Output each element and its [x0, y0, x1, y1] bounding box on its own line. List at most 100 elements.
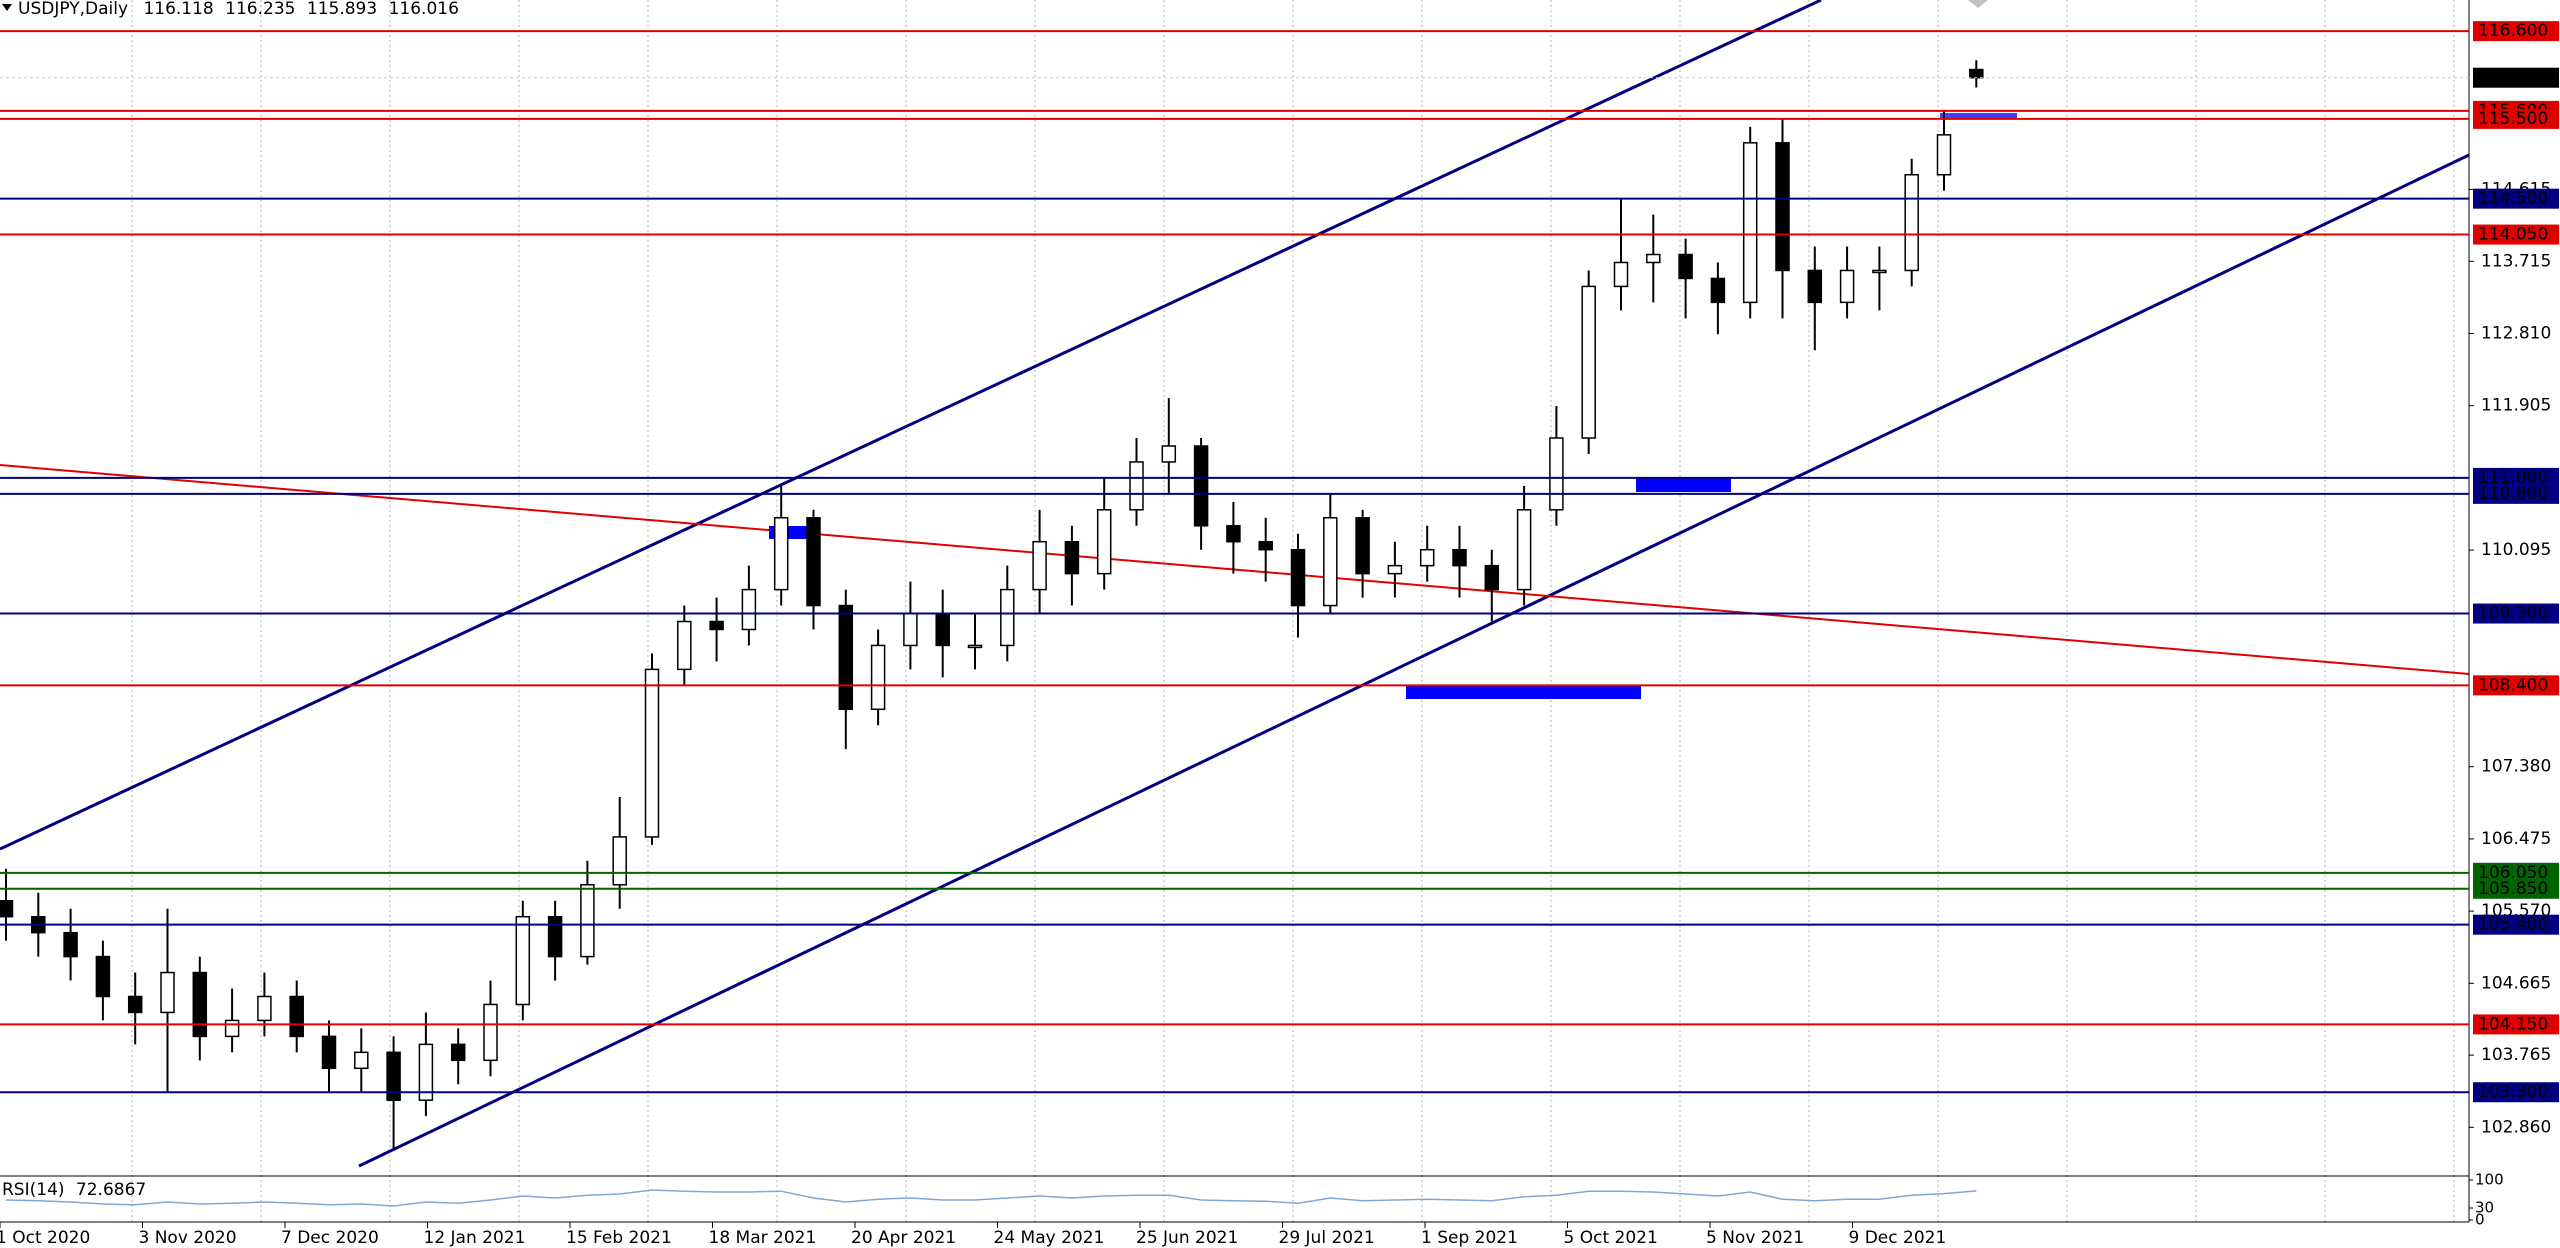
candle-body [1452, 548, 1467, 567]
zone-box [1406, 686, 1641, 699]
candle-body [935, 612, 950, 647]
candle-body [1904, 173, 1919, 272]
candle-body [580, 884, 595, 958]
vertical-grid [131, 0, 2455, 1222]
candle-body [354, 1051, 369, 1070]
y-tick-label: 110.095 [2481, 540, 2551, 560]
marker [1968, 0, 1988, 8]
y-tick-label: 112.810 [2481, 323, 2551, 343]
candle-body [1161, 445, 1177, 463]
level-label-box [2473, 1082, 2559, 1103]
level-label-box [2473, 603, 2559, 624]
channel-upper-line [0, 0, 1822, 851]
rsi-value: 72.6867 [76, 1180, 146, 1200]
candle-body [1484, 564, 1500, 591]
candle-body [1226, 525, 1241, 543]
level-label: 115.500 [2478, 109, 2548, 129]
candle-body [127, 995, 143, 1014]
close-value: 116.016 [389, 0, 459, 19]
y-tick-label: 111.905 [2481, 396, 2551, 416]
rsi-tick-label: 0 [2475, 1211, 2485, 1229]
candle-body [903, 612, 918, 647]
candle-body [838, 604, 854, 711]
rsi-tick-label: 100 [2475, 1171, 2504, 1189]
level-label: 109.300 [2478, 604, 2548, 624]
x-tick-label: 7 Dec 2020 [281, 1228, 379, 1248]
x-tick-label: 24 May 2021 [994, 1228, 1105, 1248]
candle-body [321, 1035, 337, 1070]
candle-body [1516, 509, 1532, 591]
level-label: 108.400 [2478, 675, 2548, 695]
level-label: 104.150 [2478, 1014, 2548, 1034]
low-value: 115.893 [307, 0, 377, 19]
candle-body [95, 955, 111, 998]
candle-body [1387, 564, 1403, 575]
candle-body [1581, 285, 1596, 439]
level-label-box [2473, 188, 2559, 209]
x-tick-label: 20 Apr 2021 [851, 1228, 956, 1248]
level-label: 110.800 [2478, 484, 2548, 504]
level-label: 116.600 [2478, 21, 2548, 41]
level-label: 106.050 [2478, 863, 2548, 883]
candle-body [967, 644, 983, 649]
level-label-box [2473, 914, 2559, 935]
candle-body [806, 517, 821, 607]
open-value: 116.118 [143, 0, 213, 19]
x-tick-label: 5 Nov 2021 [1706, 1228, 1804, 1248]
candle-body [677, 620, 692, 671]
candle-body [612, 836, 627, 886]
candle-body [483, 1003, 498, 1062]
level-label: 105.850 [2478, 879, 2548, 899]
candle-body [1193, 445, 1209, 527]
zone-box [1940, 113, 2017, 119]
candle-body [1290, 548, 1306, 607]
x-tick-label: 18 Mar 2021 [709, 1228, 817, 1248]
candle-body [547, 915, 563, 958]
candle-body [1969, 68, 1984, 79]
x-tick-label: 12 Jan 2021 [424, 1228, 526, 1248]
level-label: 114.500 [2478, 189, 2548, 209]
candle-body [1678, 253, 1693, 280]
candle-body [1872, 269, 1887, 274]
candle-body [870, 644, 886, 711]
current-price-box [2473, 67, 2559, 88]
candle-body [1742, 142, 1758, 304]
rsi-header: RSI(14) 72.6867 [2, 1180, 146, 1200]
candle-body [63, 931, 78, 958]
candle-body [386, 1051, 401, 1101]
candle-body [741, 588, 757, 631]
zone-box [1636, 478, 1731, 492]
channel-lower-line [358, 153, 2470, 1168]
x-tick-label: 1 Oct 2020 [0, 1228, 90, 1248]
y-tick-label: 103.765 [2481, 1045, 2551, 1065]
chart-header: USDJPY,Daily 116.118 116.235 115.893 116… [18, 0, 459, 19]
candle-body [192, 971, 208, 1038]
candle-body [418, 1043, 434, 1101]
level-label: 111.000 [2478, 468, 2548, 488]
x-tick-label: 15 Feb 2021 [566, 1228, 672, 1248]
y-tick-label: 113.715 [2481, 251, 2551, 271]
y-tick-label: 102.860 [2481, 1117, 2551, 1137]
x-tick-label: 5 Oct 2021 [1564, 1228, 1658, 1248]
level-label-box [2473, 878, 2559, 899]
menu-arrow[interactable] [2, 4, 12, 11]
candle-body [1419, 548, 1435, 567]
y-tick-label: 104.665 [2481, 973, 2551, 993]
y-tick-label: 107.380 [2481, 757, 2551, 777]
candle-body [1258, 540, 1273, 551]
candle-body [1549, 437, 1564, 511]
x-tick-label: 3 Nov 2020 [139, 1228, 237, 1248]
candle-body [0, 899, 14, 918]
candle-body [160, 971, 175, 1014]
candle-body [1839, 269, 1855, 304]
candle-body [1646, 253, 1661, 264]
candle-body [1323, 517, 1338, 607]
level-label-box [2473, 1014, 2559, 1035]
level-label-box [2473, 675, 2559, 696]
level-label-box [2473, 483, 2559, 504]
level-label: 105.400 [2478, 915, 2548, 935]
y-tick-label: 106.475 [2481, 829, 2551, 849]
candle-body [515, 915, 531, 1006]
level-label-box [2473, 862, 2559, 883]
x-tick-label: 29 Jul 2021 [1279, 1228, 1375, 1248]
